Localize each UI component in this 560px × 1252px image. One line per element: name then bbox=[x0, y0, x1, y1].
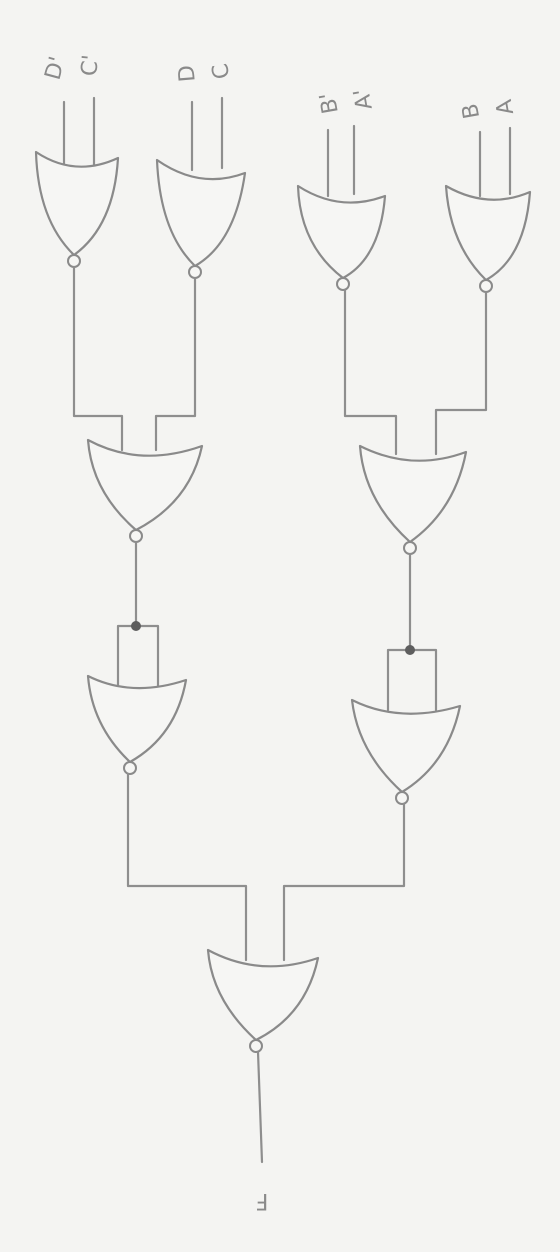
input-label-b: B bbox=[458, 102, 485, 121]
nor-gate-8 bbox=[350, 698, 462, 805]
input-label-c-prime: C' bbox=[77, 54, 104, 78]
nor-gate-7 bbox=[86, 674, 188, 775]
stage3-to-final-wires bbox=[126, 772, 406, 962]
input-label-a: A bbox=[492, 98, 519, 117]
nor-gate-1 bbox=[34, 150, 120, 268]
nor-gate-final bbox=[206, 948, 320, 1053]
nor-gate-2-bubble bbox=[188, 265, 202, 279]
nor-gate-final-bubble bbox=[249, 1039, 263, 1053]
input-label-c: C bbox=[208, 61, 235, 80]
input-label-a-prime: A' bbox=[349, 87, 377, 112]
nor-gate-6 bbox=[358, 444, 468, 555]
nor-gate-4 bbox=[444, 184, 532, 293]
nor-gate-5 bbox=[86, 438, 204, 543]
nor-gate-3-bubble bbox=[336, 277, 350, 291]
input-label-d: D bbox=[174, 64, 200, 83]
nor-gate-6-bubble bbox=[403, 541, 417, 555]
nor-gate-7-bubble bbox=[123, 761, 137, 775]
junction-dot-right bbox=[405, 645, 415, 655]
nor-gate-4-bubble bbox=[479, 279, 493, 293]
output-label-f: F bbox=[256, 1188, 269, 1213]
input-label-b-prime: B' bbox=[315, 91, 343, 116]
nor-gate-5-bubble bbox=[129, 529, 143, 543]
input-label-d-prime: D' bbox=[41, 54, 71, 83]
output-wire bbox=[256, 1050, 264, 1164]
nor-gate-8-bubble bbox=[395, 791, 409, 805]
nor-gate-3 bbox=[296, 184, 387, 291]
nor-gate-2 bbox=[155, 158, 247, 279]
nor-gate-1-bubble bbox=[67, 254, 81, 268]
input-wires bbox=[62, 96, 512, 198]
stage1-to-stage2-wires bbox=[72, 265, 488, 456]
junction-dot-left bbox=[131, 621, 141, 631]
